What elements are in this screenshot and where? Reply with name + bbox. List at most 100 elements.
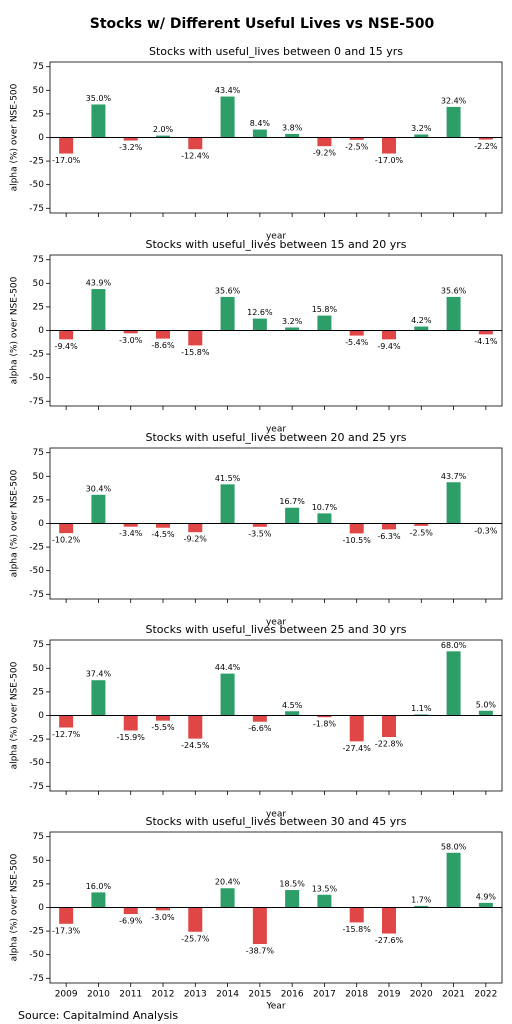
y-tick-label: 25 [33,495,44,505]
value-label: -10.2% [52,536,81,545]
value-label: 20.4% [215,878,241,887]
y-tick-label: -50 [29,180,44,190]
bar [123,330,138,334]
y-tick-label: -75 [29,782,44,792]
y-tick-label: 25 [33,302,44,312]
value-label: -9.2% [313,149,337,158]
value-label: 3.2% [411,124,432,133]
bar [59,907,74,924]
value-label: 5.0% [476,700,497,709]
bar [446,106,461,138]
value-label: -0.3% [474,526,498,535]
bar [59,330,74,340]
y-tick-label: 50 [33,86,45,96]
y-tick-label: 0 [38,326,44,336]
y-axis-label: alpha (%) over NSE-500 [10,853,20,961]
x-tick-label: 2009 [55,990,78,1000]
y-tick-label: 75 [33,640,44,650]
y-tick-label: 25 [33,687,44,697]
bar [446,296,461,331]
y-tick-label: 25 [33,879,44,889]
bar [91,104,106,138]
value-label: -22.8% [375,740,404,749]
value-label: -2.5% [410,528,434,537]
x-tick-label: 2015 [248,990,271,1000]
bar [446,651,461,716]
x-tick-label: 2017 [313,990,336,1000]
bar [285,890,300,908]
bar [349,137,364,140]
y-tick-label: -50 [29,758,44,768]
value-label: -12.7% [52,730,81,739]
bar [252,318,267,331]
subplot-title: Stocks with useful_lives between 15 and … [146,238,407,251]
y-tick-label: -75 [29,397,44,407]
bar [317,513,332,524]
value-label: 1.7% [411,895,432,904]
bar [478,330,493,335]
source-note: Source: Capitalmind Analysis [18,1009,178,1022]
bar [285,327,300,331]
value-label: -4.1% [474,337,498,346]
y-tick-label: 50 [33,279,45,289]
bar [349,715,364,742]
y-axis-label: alpha (%) over NSE-500 [10,83,20,191]
bar [91,494,106,524]
bar [91,892,106,908]
value-label: 3.8% [282,123,303,132]
value-label: 18.5% [279,880,305,889]
y-tick-label: -75 [29,974,44,984]
value-label: -3.2% [119,143,143,152]
bar [382,523,396,530]
bar [414,326,429,331]
bar [156,135,170,138]
value-label: 12.6% [247,308,273,317]
bar [414,134,429,138]
bar [123,523,138,527]
value-label: -5.5% [151,723,175,732]
value-label: -3.5% [248,529,272,538]
x-tick-label: 2022 [474,990,497,1000]
value-label: -6.3% [377,532,401,541]
value-label: -9.2% [184,535,208,544]
bar [220,96,235,138]
bar [252,129,267,138]
bar [91,680,106,716]
value-label: -15.8% [343,925,372,934]
y-tick-label: -25 [29,350,44,360]
bar [123,137,138,141]
bar [349,523,364,534]
y-axis-label: alpha (%) over NSE-500 [10,661,20,769]
value-label: -15.9% [117,733,146,742]
value-label: 4.5% [282,701,303,710]
bar [252,715,267,722]
y-tick-label: 0 [38,711,44,721]
y-tick-label: 50 [33,664,45,674]
y-tick-label: 0 [38,133,44,143]
value-label: -12.4% [181,152,210,161]
bar [478,902,493,908]
value-label: -9.4% [377,342,401,351]
bar [220,888,235,908]
value-label: -3.0% [119,336,143,345]
value-label: -2.2% [474,142,498,151]
bar [382,330,396,340]
y-tick-label: 75 [33,255,44,265]
bar [156,330,170,339]
value-label: -10.5% [343,536,372,545]
bar [252,907,267,945]
value-label: -17.0% [375,156,404,165]
bar [188,715,203,739]
y-tick-label: -25 [29,735,44,745]
value-label: 58.0% [441,842,467,851]
y-tick-label: 75 [33,62,44,72]
x-axis-label: year [266,618,286,628]
axes-frame [49,447,503,600]
y-tick-label: -50 [29,950,44,960]
value-label: 3.2% [282,317,303,326]
bar [220,484,235,524]
value-label: 35.6% [215,286,241,295]
bar [446,852,461,908]
y-axis-label: alpha (%) over NSE-500 [10,469,20,577]
